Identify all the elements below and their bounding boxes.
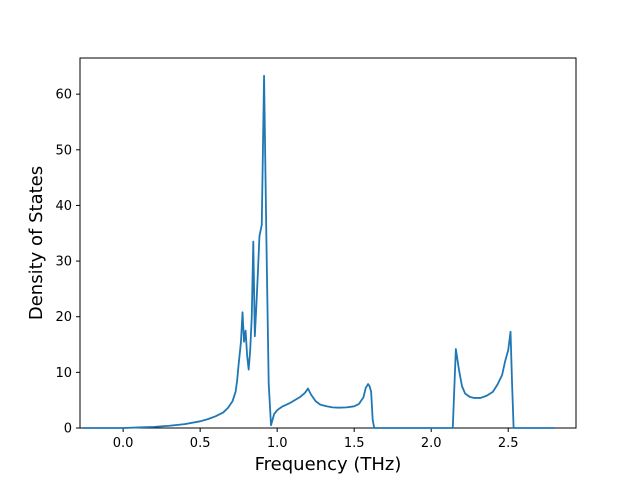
y-tick-label: 40: [55, 199, 72, 214]
plot-area: 0.0 0.5 1.0 1.5 2.0 2.5 0 10 20 30 40 50 60: [55, 57, 577, 451]
y-tick-label: 60: [55, 88, 72, 103]
x-axis: 0.0 0.5 1.0 1.5 2.0 2.5: [113, 428, 519, 451]
x-tick-label: 1.0: [267, 436, 288, 451]
x-axis-title: Frequency (THz): [255, 454, 402, 475]
x-tick-label: 1.5: [344, 436, 365, 451]
y-tick-label: 20: [55, 310, 72, 325]
dos-curve: [83, 74, 555, 429]
x-tick-label: 2.0: [421, 436, 442, 451]
x-tick-label: 0.0: [113, 436, 134, 451]
x-tick-label: 2.5: [498, 436, 519, 451]
y-tick-label: 10: [55, 366, 72, 381]
plot-frame: [79, 57, 577, 429]
x-tick-label: 0.5: [190, 436, 211, 451]
y-axis-title: Density of States: [26, 166, 47, 320]
y-tick-label: 0: [64, 422, 72, 437]
y-axis: 0 10 20 30 40 50 60: [55, 88, 80, 437]
y-tick-label: 50: [55, 143, 72, 158]
y-tick-label: 30: [55, 255, 72, 270]
